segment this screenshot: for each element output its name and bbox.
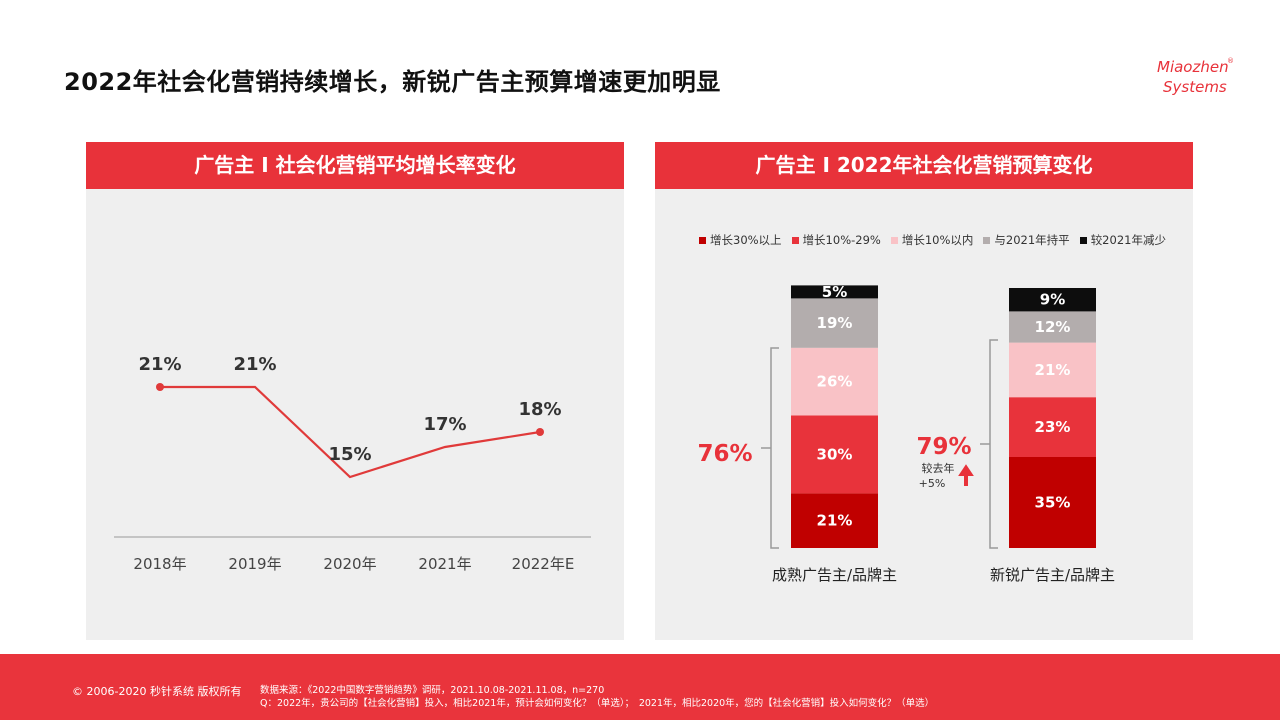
miaozhen-logo: Miaozhen ® Systems [1157, 57, 1234, 96]
yoy-label-line1: 较去年 [922, 461, 955, 475]
legend-swatch [699, 236, 706, 244]
legend-item: 与2021年持平 [983, 232, 1070, 248]
copyright: © 2006-2020 秒针系统 版权所有 [72, 685, 242, 698]
brace-left-total: 76% [697, 441, 752, 467]
up-arrow-icon [958, 464, 974, 486]
x-tick-label: 2018年 [133, 555, 186, 573]
line-chart-panel: 广告主 I 社会化营销平均增长率变化 21% 2018年 21% 2019年 15% 20… [86, 142, 624, 640]
bar-category-label: 新锐广告主/品牌主 [990, 566, 1115, 584]
data-point [536, 428, 544, 436]
legend-item: 增长10%-29% [791, 232, 881, 248]
line-chart-header: 广告主 I 社会化营销平均增长率变化 [86, 142, 624, 189]
source-line2: Q：2022年，贵公司的【社会化营销】投入，相比2021年，预计会如何变化？（单… [260, 698, 935, 709]
x-tick-label: 2022年E [512, 555, 575, 573]
legend-label: 较2021年减少 [1090, 233, 1166, 247]
data-label: 17% [423, 414, 466, 435]
legend-swatch [983, 236, 991, 244]
data-label: 21% [138, 354, 181, 375]
chart-legend: 增长30%以上 增长10%-29% 增长10%以内 与2021年持平 较2021年减少 [699, 232, 1166, 248]
footer-bar [0, 654, 1280, 720]
bar-value-label: 19% [817, 314, 853, 332]
bar-segment [791, 285, 878, 299]
data-label: 21% [233, 354, 276, 375]
bar-segment [1009, 288, 1096, 312]
data-label: 18% [518, 399, 561, 420]
bar-value-label: 26% [817, 373, 853, 391]
bar-segment [1009, 311, 1096, 343]
line-chart: 21% 2018年 21% 2019年 15% 2020年 17% 2021年 18% 2022年… [114, 354, 591, 573]
bar-value-label: 35% [1035, 494, 1071, 512]
bar-chart-header: 广告主 I 2022年社会化营销预算变化 [655, 142, 1193, 189]
x-tick-label: 2019年 [228, 555, 281, 573]
bar-segment [791, 298, 878, 348]
legend-swatch [1079, 236, 1087, 244]
bar-value-label: 12% [1035, 318, 1071, 336]
legend-item: 增长10%以内 [890, 232, 974, 248]
legend-item: 增长30%以上 [699, 232, 782, 248]
data-label: 15% [328, 444, 371, 465]
logo-mark: ® [1227, 57, 1234, 65]
bar-segment [1009, 457, 1096, 548]
bar-value-label: 5% [822, 283, 847, 301]
legend-swatch [791, 236, 799, 244]
source-note: 数据来源：《2022中国数字营销趋势》调研，2021.10.08-2021.11… [260, 684, 934, 710]
bar-segment [791, 493, 878, 548]
brace-right-total: 79% [916, 434, 971, 460]
legend-item: 较2021年减少 [1079, 232, 1166, 248]
bar-segment [1009, 342, 1096, 398]
logo-line1: Miaozhen [1157, 58, 1229, 76]
stacked-bar-chart: 76% 79% 较去年 +5% 21% 30% 26% 19% 5% 成熟广告主/品牌主 3… [697, 283, 1115, 584]
bar-segment [1009, 397, 1096, 457]
legend-label: 增长10%以内 [901, 233, 974, 247]
logo-line2: Systems [1163, 78, 1227, 96]
data-point [156, 383, 164, 391]
bar-category-label: 成熟广告主/品牌主 [772, 566, 897, 584]
brace-left [761, 347, 779, 549]
legend-swatch [890, 236, 898, 244]
bar-value-label: 30% [817, 445, 853, 463]
legend-label: 增长30%以上 [710, 233, 782, 247]
page-title: 2022年社会化营销持续增长，新锐广告主预算增速更加明显 [64, 68, 721, 96]
source-line1: 数据来源：《2022中国数字营销趋势》调研，2021.10.08-2021.11… [260, 685, 605, 696]
bar-value-label: 21% [1035, 361, 1071, 379]
legend-label: 与2021年持平 [994, 233, 1070, 247]
x-tick-label: 2021年 [418, 555, 471, 573]
series-line [160, 385, 541, 479]
bar-value-label: 23% [1035, 418, 1071, 436]
bar-segment [791, 415, 878, 494]
bar-segment [791, 347, 878, 416]
bar-value-label: 21% [817, 512, 853, 530]
yoy-label-line2: +5% [919, 477, 946, 490]
stacked-bar-panel: 广告主 I 2022年社会化营销预算变化 增长30%以上 增长10%-29% 增长1… [655, 142, 1193, 640]
legend-label: 增长10%-29% [802, 233, 881, 247]
brace-right [980, 339, 998, 549]
x-tick-label: 2020年 [323, 555, 376, 573]
bar-value-label: 9% [1040, 291, 1065, 309]
